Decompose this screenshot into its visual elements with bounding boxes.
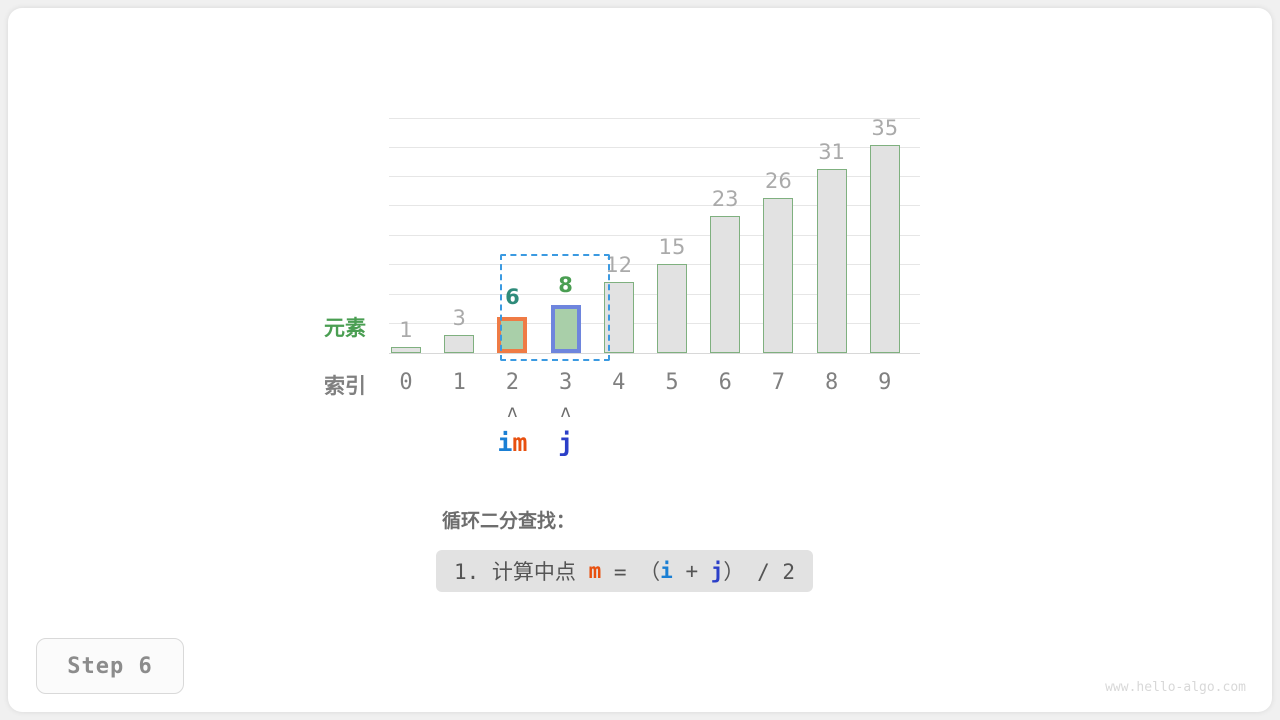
caption-var-i: i xyxy=(660,559,673,583)
pointer-label-j: j xyxy=(544,428,588,457)
caption-step-prefix: 1. 计算中点 xyxy=(454,560,589,584)
bar-value-1: 3 xyxy=(452,306,466,331)
search-range-box xyxy=(500,254,610,361)
caption-var-m: m xyxy=(588,559,602,583)
caption-equals: = （ xyxy=(601,560,661,584)
caption-title: 循环二分查找： xyxy=(442,510,576,532)
bar-5 xyxy=(657,263,687,353)
gridline xyxy=(389,176,920,177)
gridline xyxy=(389,323,920,324)
index-label-4: 4 xyxy=(612,370,626,395)
bar-6 xyxy=(710,216,741,353)
caption-var-j: j xyxy=(710,559,724,583)
step-badge: Step 6 xyxy=(36,638,184,694)
bar-8 xyxy=(816,168,847,353)
row-label-index: 索引 xyxy=(324,374,366,398)
bar-3 xyxy=(550,305,581,353)
bar-value-7: 26 xyxy=(765,169,792,194)
bar-7 xyxy=(763,198,794,353)
pointer-var-i: i xyxy=(497,428,513,457)
bar-value-6: 23 xyxy=(711,187,739,212)
bar-value-3: 8 xyxy=(558,273,573,298)
index-label-9: 9 xyxy=(878,370,892,395)
index-label-2: 2 xyxy=(505,370,520,395)
caption-plus: + xyxy=(672,559,711,583)
row-label-elements: 元素 xyxy=(324,316,366,340)
caption-step-line: 1. 计算中点 m = （i + j） / 2 xyxy=(436,550,813,592)
index-label-6: 6 xyxy=(718,370,732,395)
caption-suffix: ） / 2 xyxy=(723,560,795,584)
pointer-caret-im: ʌ xyxy=(507,402,518,422)
watermark: www.hello-algo.com xyxy=(1105,680,1246,695)
gridline xyxy=(389,147,920,148)
gridline xyxy=(389,118,920,119)
index-label-1: 1 xyxy=(452,370,466,395)
bar-1 xyxy=(444,335,475,353)
bar-value-9: 35 xyxy=(871,116,899,140)
index-label-8: 8 xyxy=(824,370,839,395)
gridline xyxy=(389,294,920,295)
index-label-7: 7 xyxy=(771,370,786,395)
index-label-3: 3 xyxy=(558,370,573,395)
bar-2 xyxy=(497,317,528,353)
pointer-var-j: j xyxy=(558,428,574,457)
bar-value-8: 31 xyxy=(818,139,845,164)
bar-0 xyxy=(391,347,421,353)
gridline xyxy=(389,205,920,206)
pointer-caret-j: ʌ xyxy=(560,402,571,422)
index-label-5: 5 xyxy=(665,370,679,395)
bar-9 xyxy=(869,145,900,353)
bar-value-5: 15 xyxy=(658,234,686,259)
bar-value-2: 6 xyxy=(505,285,520,310)
bar-value-0: 1 xyxy=(399,318,413,343)
gridline xyxy=(389,264,920,265)
pointer-var-m: m xyxy=(512,428,528,457)
axis-baseline xyxy=(389,353,920,354)
pointer-label-im: im xyxy=(490,428,534,457)
gridline xyxy=(389,235,920,236)
index-label-0: 0 xyxy=(399,370,413,395)
